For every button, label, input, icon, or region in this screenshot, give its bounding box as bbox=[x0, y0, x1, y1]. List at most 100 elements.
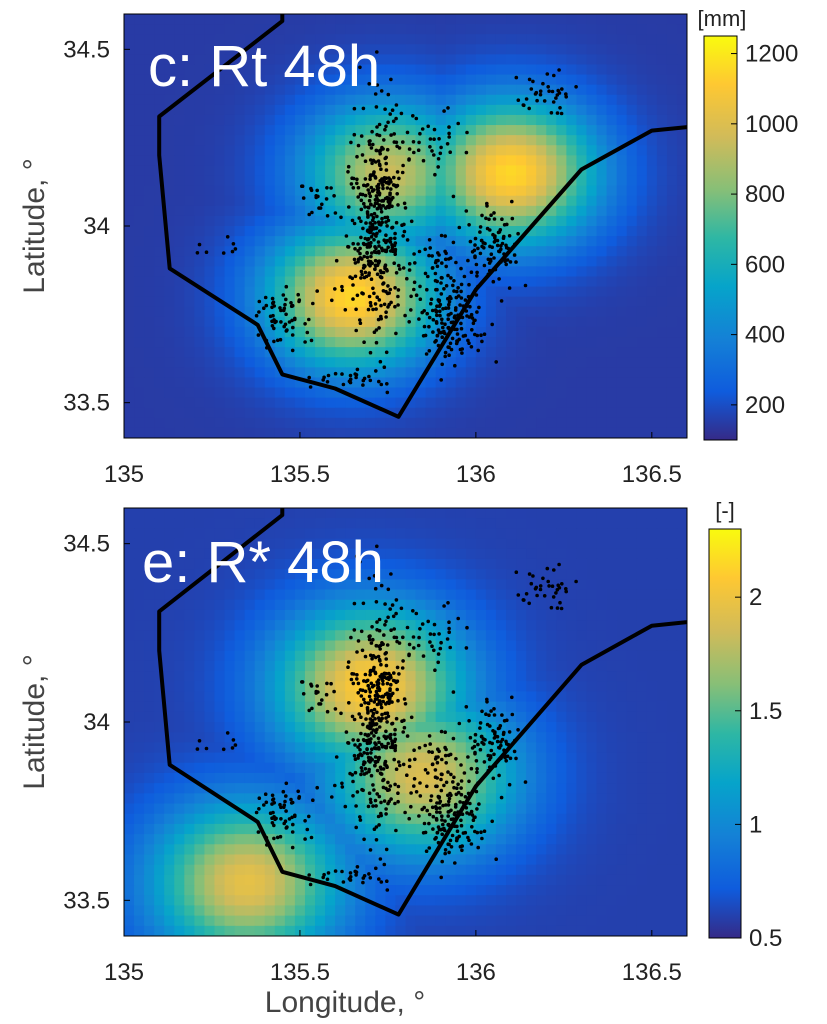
field-cell bbox=[124, 165, 135, 177]
field-cell bbox=[144, 752, 155, 764]
field-cell bbox=[365, 508, 376, 519]
field-cell bbox=[516, 589, 527, 601]
field-cell bbox=[616, 599, 628, 611]
field-cell bbox=[264, 599, 276, 611]
field-cell bbox=[345, 640, 356, 652]
field-cell bbox=[435, 74, 447, 86]
field-cell bbox=[495, 34, 507, 45]
field-cell bbox=[254, 589, 266, 601]
field-cell bbox=[516, 508, 527, 519]
field-cell bbox=[536, 296, 547, 308]
field-cell bbox=[485, 155, 497, 167]
field-cell bbox=[204, 185, 216, 197]
landslide-point bbox=[461, 304, 466, 308]
landslide-point bbox=[443, 257, 448, 262]
field-cell bbox=[315, 185, 326, 197]
field-cell bbox=[475, 407, 487, 419]
field-cell bbox=[556, 630, 567, 642]
field-cell bbox=[656, 316, 668, 328]
field-cell bbox=[596, 205, 608, 217]
field-cell bbox=[586, 387, 598, 399]
field-cell bbox=[576, 417, 588, 429]
field-cell bbox=[304, 660, 316, 672]
landslide-point bbox=[372, 330, 377, 335]
field-cell bbox=[586, 397, 598, 409]
field-cell bbox=[375, 528, 386, 540]
field-cell bbox=[134, 599, 145, 611]
field-cell bbox=[304, 548, 316, 560]
field-cell bbox=[516, 417, 527, 429]
landslide-point bbox=[350, 276, 355, 281]
field-cell bbox=[516, 94, 527, 106]
field-cell bbox=[124, 783, 135, 794]
field-cell bbox=[294, 326, 306, 338]
field-cell bbox=[425, 558, 437, 570]
field-cell bbox=[204, 599, 216, 611]
field-cell bbox=[556, 34, 567, 45]
field-cell bbox=[274, 732, 286, 743]
landslide-point bbox=[369, 277, 374, 282]
field-cell bbox=[124, 732, 135, 743]
field-cell bbox=[536, 640, 547, 652]
field-cell bbox=[556, 296, 567, 308]
field-cell bbox=[164, 630, 175, 642]
landslide-point bbox=[355, 181, 359, 186]
landslide-point bbox=[499, 299, 504, 303]
field-cell bbox=[475, 215, 487, 227]
field-cell bbox=[304, 256, 316, 267]
landslide-point bbox=[464, 150, 469, 155]
field-cell bbox=[455, 367, 467, 379]
landslide-point bbox=[385, 224, 389, 228]
field-cell bbox=[556, 94, 567, 106]
field-cell bbox=[566, 558, 578, 570]
field-cell bbox=[656, 538, 668, 550]
landslide-point bbox=[480, 339, 484, 344]
field-cell bbox=[626, 599, 638, 611]
field-cell bbox=[204, 276, 216, 288]
field-cell bbox=[274, 640, 286, 652]
field-cell bbox=[315, 367, 326, 379]
landslide-point bbox=[197, 242, 202, 247]
field-cell bbox=[596, 145, 608, 156]
field-cell bbox=[194, 357, 206, 368]
field-cell bbox=[184, 316, 195, 328]
field-cell bbox=[626, 609, 638, 621]
field-cell bbox=[284, 397, 296, 409]
field-cell bbox=[425, 306, 437, 318]
field-cell bbox=[395, 256, 407, 267]
field-cell bbox=[345, 337, 356, 348]
x-tick-label: 136 bbox=[456, 461, 496, 488]
field-cell bbox=[345, 125, 356, 136]
field-cell bbox=[154, 306, 165, 318]
field-cell bbox=[516, 609, 527, 621]
field-cell bbox=[576, 599, 588, 611]
field-cell bbox=[626, 620, 638, 631]
field-cell bbox=[566, 135, 578, 146]
field-cell bbox=[154, 195, 165, 207]
field-cell bbox=[405, 558, 417, 570]
field-cell bbox=[576, 558, 588, 570]
field-cell bbox=[616, 326, 628, 338]
field-cell bbox=[465, 630, 477, 642]
field-cell bbox=[294, 94, 306, 106]
field-cell bbox=[646, 630, 658, 642]
field-cell bbox=[345, 803, 356, 815]
field-cell bbox=[264, 316, 276, 328]
field-cell bbox=[335, 609, 346, 621]
landslide-point bbox=[340, 372, 344, 376]
field-cell bbox=[134, 518, 145, 529]
field-cell bbox=[304, 793, 316, 805]
field-cell bbox=[345, 296, 356, 308]
field-cell bbox=[616, 276, 628, 288]
field-cell bbox=[556, 64, 567, 76]
field-cell bbox=[626, 711, 638, 723]
field-cell bbox=[315, 772, 326, 784]
field-cell bbox=[485, 104, 497, 116]
landslide-point bbox=[300, 184, 305, 188]
field-cell bbox=[606, 711, 618, 723]
field-cell bbox=[516, 793, 527, 805]
field-cell bbox=[315, 407, 326, 419]
field-cell bbox=[304, 417, 316, 429]
field-cell bbox=[526, 803, 537, 815]
field-cell bbox=[264, 538, 276, 550]
